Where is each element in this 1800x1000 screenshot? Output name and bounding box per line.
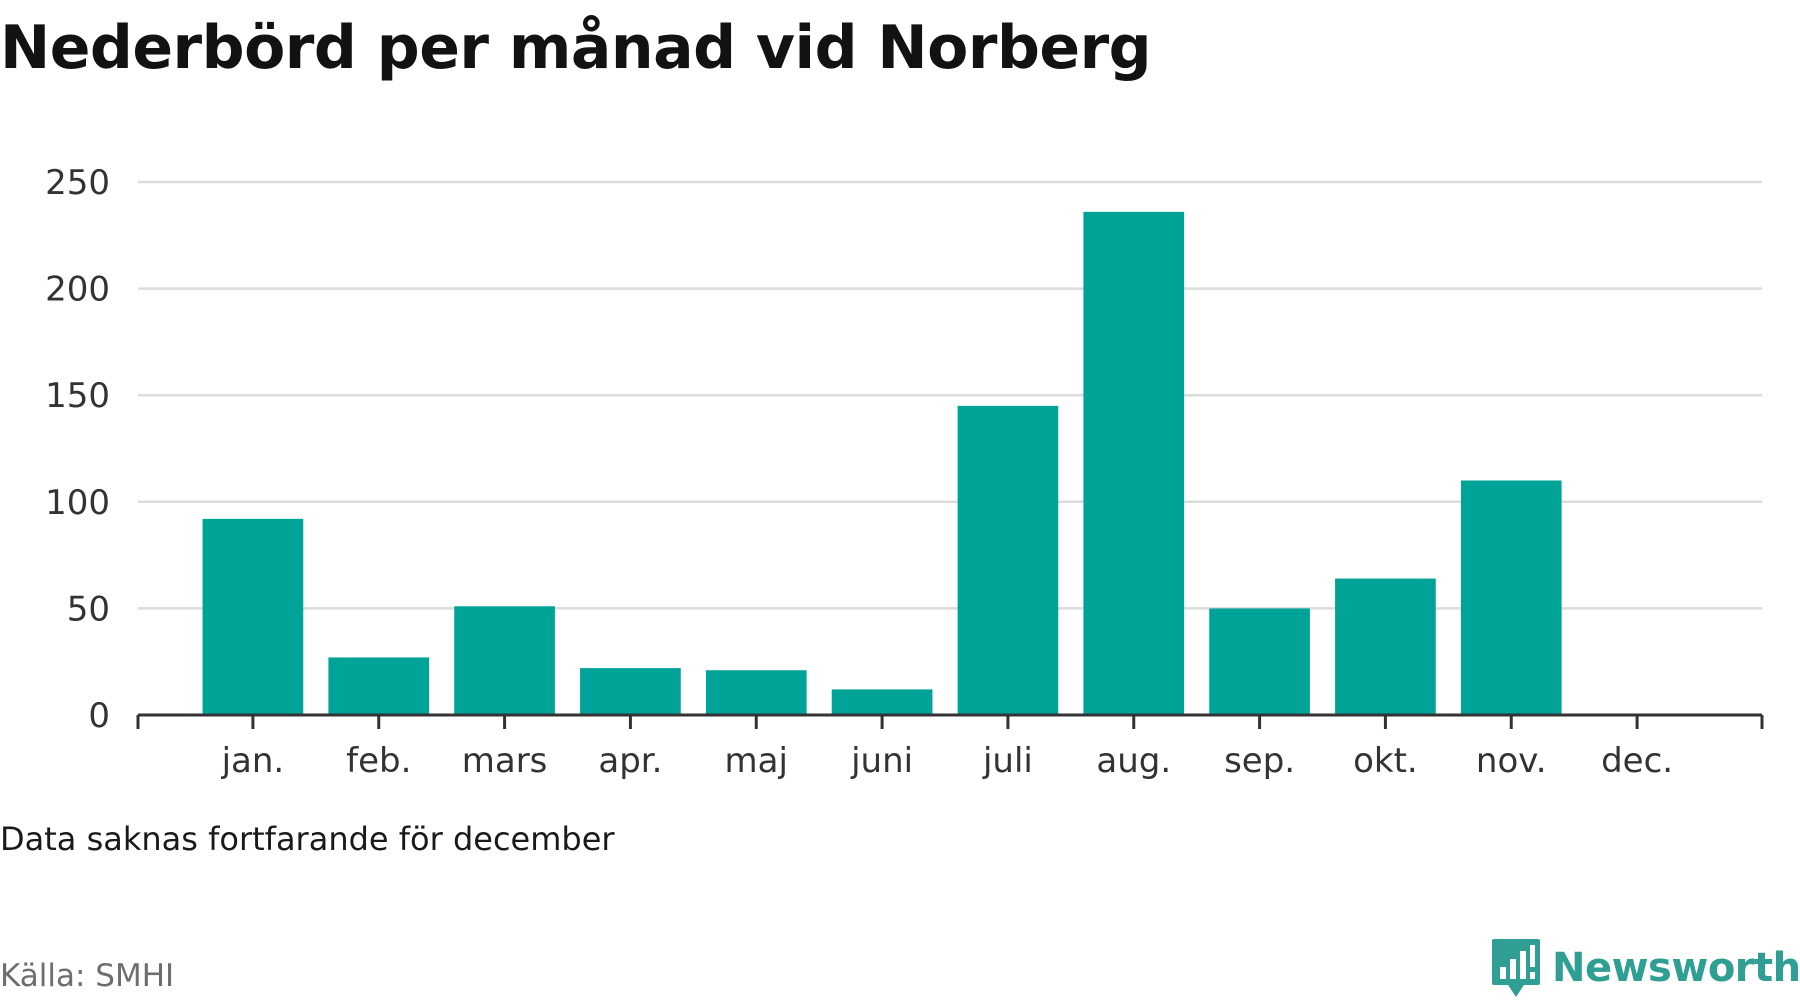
x-tick-label: okt. xyxy=(1353,741,1418,781)
x-tick-label: jan. xyxy=(221,741,285,781)
y-tick-label: 50 xyxy=(67,589,110,629)
bar-4 xyxy=(705,670,807,715)
x-tick-label: aug. xyxy=(1096,741,1171,781)
bar-6 xyxy=(957,405,1059,715)
bar-9 xyxy=(1335,578,1436,715)
chart-note: Data saknas fortfarande för december xyxy=(0,820,615,858)
brand-logo: Newsworthy xyxy=(1490,937,1800,999)
brand-name: Newsworthy xyxy=(1552,945,1800,991)
bar-8 xyxy=(1209,608,1310,715)
x-tick-label: sep. xyxy=(1224,741,1295,781)
x-tick-label: feb. xyxy=(346,741,411,781)
y-tick-label: 200 xyxy=(45,270,110,310)
x-axis xyxy=(136,713,1764,729)
bar-7 xyxy=(1083,211,1185,715)
bar-1 xyxy=(328,657,430,715)
page-title: Nederbörd per månad vid Norberg xyxy=(0,13,1152,83)
y-tick-label: 100 xyxy=(45,483,110,523)
bar-10 xyxy=(1460,480,1562,715)
y-axis-tick-labels: 0 50 100 150 200 250 xyxy=(45,163,110,736)
x-tick-label: juli xyxy=(982,741,1033,781)
bar-5 xyxy=(831,689,933,715)
x-tick-label: apr. xyxy=(598,741,662,781)
y-tick-label: 0 xyxy=(88,696,110,736)
bars xyxy=(202,211,1562,715)
x-tick-label: dec. xyxy=(1601,741,1673,781)
x-tick-label: maj xyxy=(725,741,788,781)
x-tick-label: juni xyxy=(850,741,913,781)
source-credit: Källa: SMHI xyxy=(0,958,175,994)
x-tick-label: mars xyxy=(462,741,548,781)
x-tick-label: nov. xyxy=(1476,741,1547,781)
y-tick-label: 150 xyxy=(45,376,110,416)
bar-chart-pin-icon xyxy=(1492,939,1540,997)
x-axis-tick-labels: jan. feb. mars apr. maj juni juli aug. sep. okt. n… xyxy=(221,741,1673,781)
y-tick-label: 250 xyxy=(45,163,110,203)
bar-2 xyxy=(454,606,555,715)
bar-0 xyxy=(202,518,304,715)
bar-3 xyxy=(580,668,681,715)
